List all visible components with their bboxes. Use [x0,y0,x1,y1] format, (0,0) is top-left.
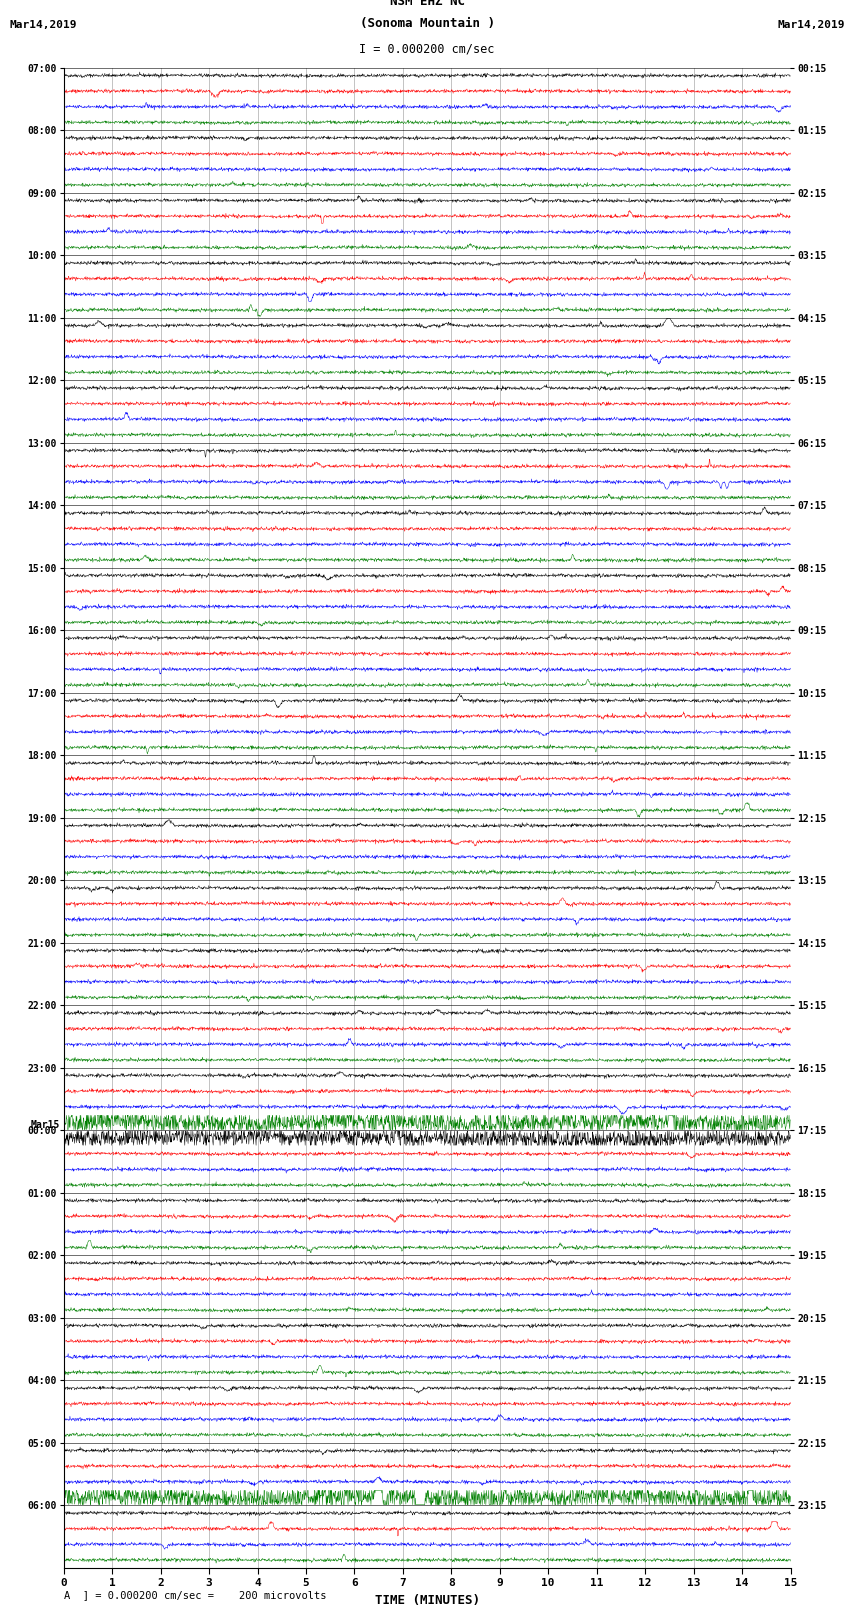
Text: Mar15: Mar15 [31,1121,60,1131]
Text: Mar14,2019: Mar14,2019 [9,21,76,31]
Text: NSM EHZ NC: NSM EHZ NC [389,0,465,8]
Text: I = 0.000200 cm/sec: I = 0.000200 cm/sec [360,44,495,56]
Text: Mar14,2019: Mar14,2019 [778,21,845,31]
Text: (Sonoma Mountain ): (Sonoma Mountain ) [360,18,495,31]
X-axis label: TIME (MINUTES): TIME (MINUTES) [375,1594,479,1607]
Text: A  ] = 0.000200 cm/sec =    200 microvolts: A ] = 0.000200 cm/sec = 200 microvolts [64,1590,326,1600]
